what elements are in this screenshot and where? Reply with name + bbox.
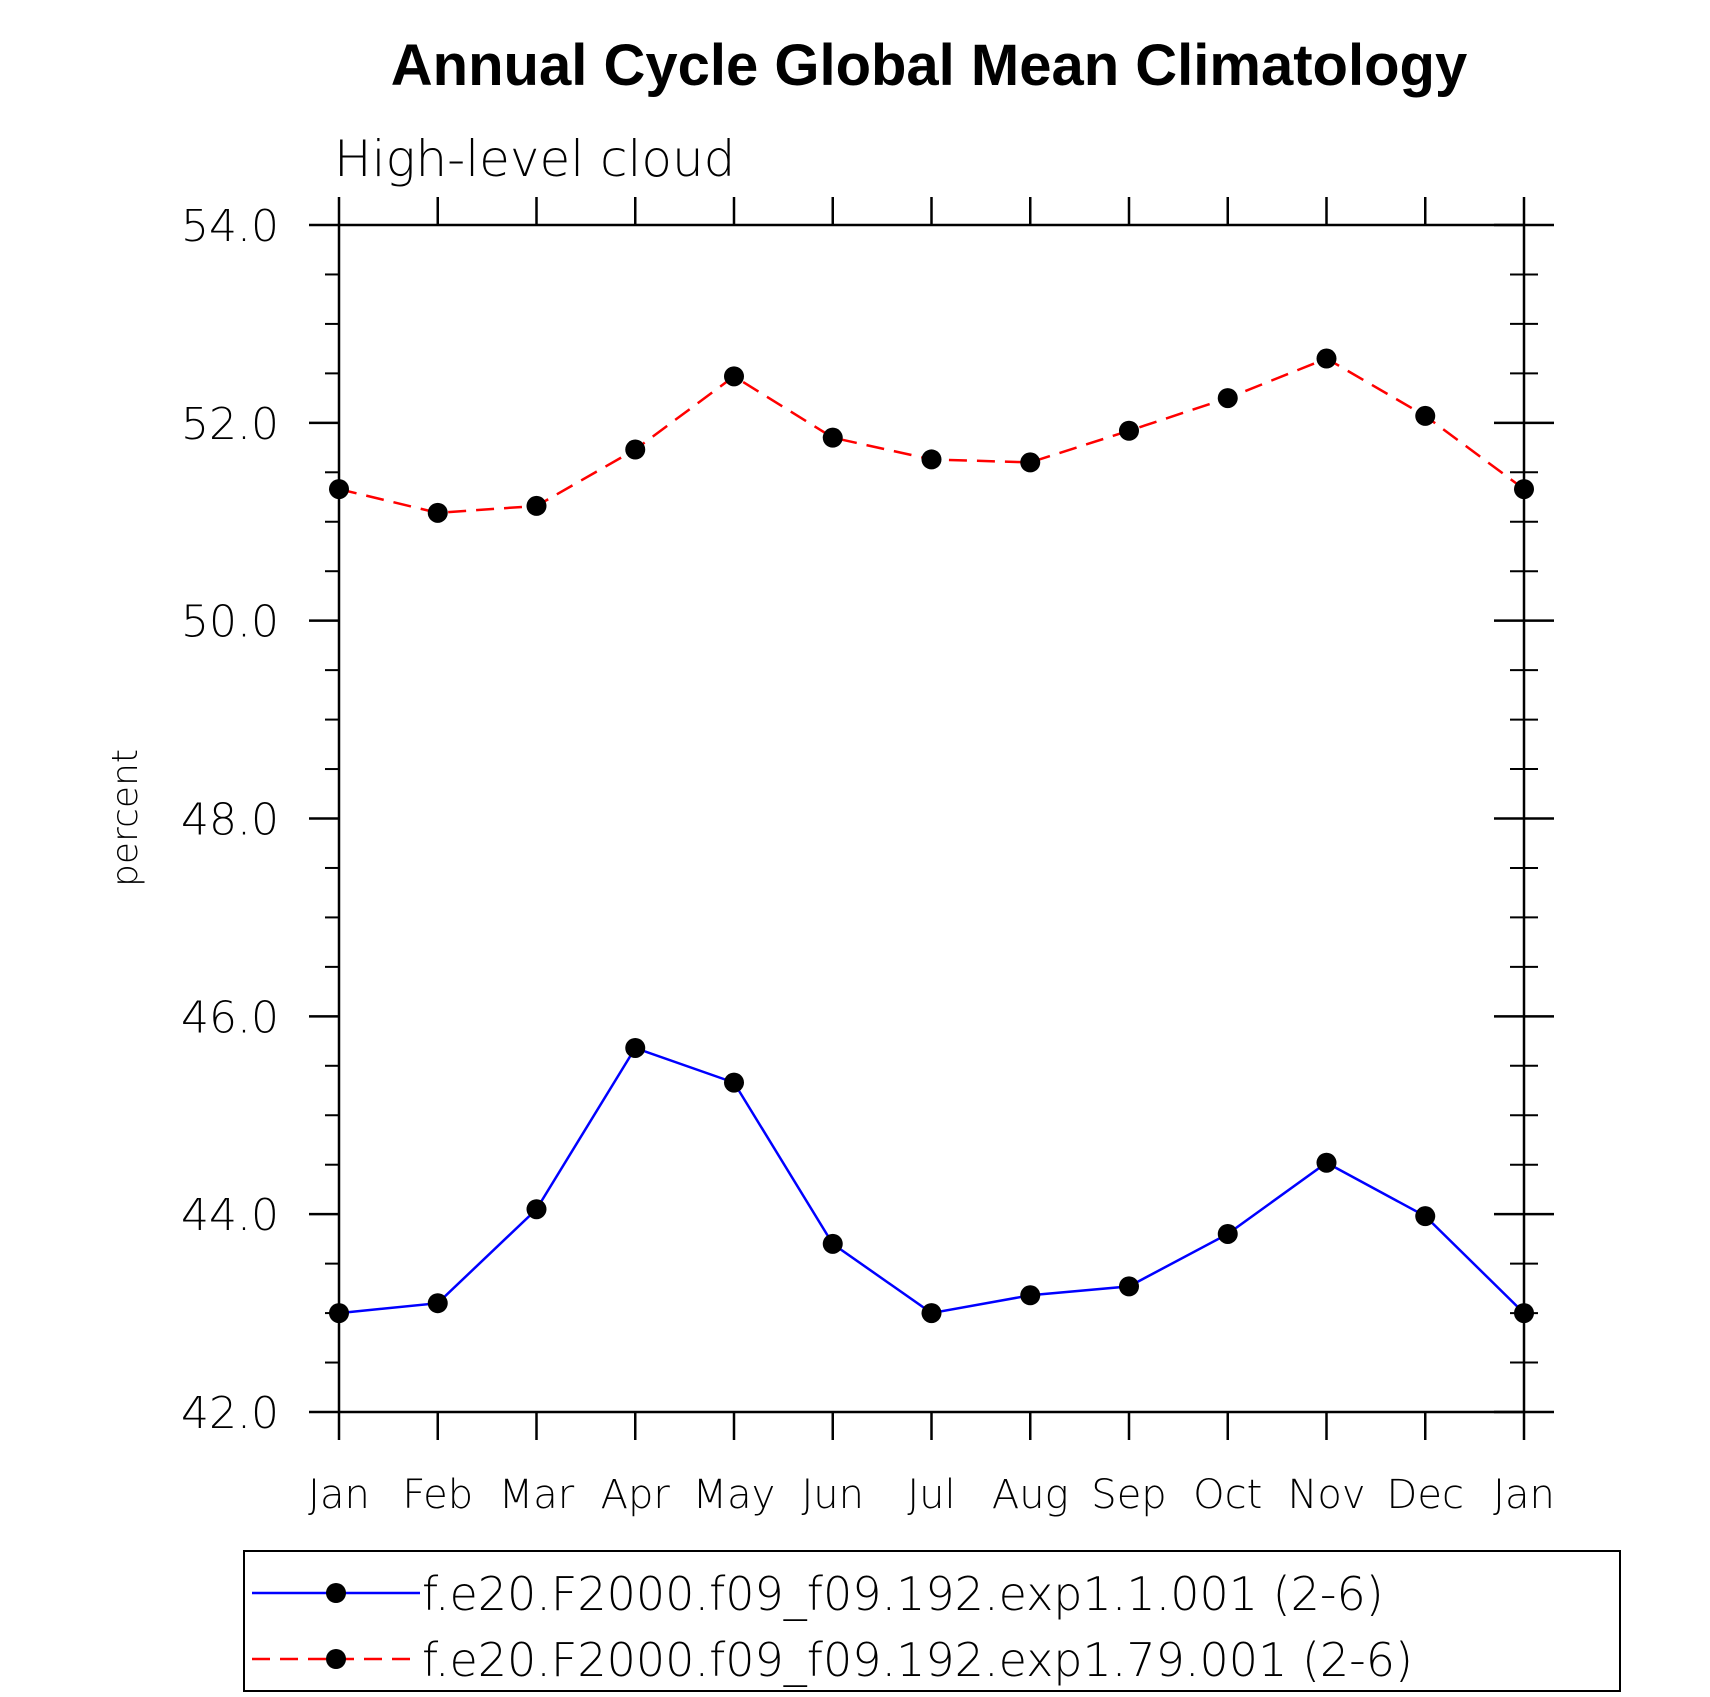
data-point xyxy=(625,439,646,460)
data-point xyxy=(1514,479,1534,500)
x-tick-label: Sep xyxy=(1091,1472,1166,1518)
data-point xyxy=(526,495,547,516)
data-point xyxy=(822,1233,843,1254)
data-point xyxy=(625,1037,646,1058)
y-tick-label: 52.0 xyxy=(181,399,279,450)
data-point xyxy=(1415,1206,1436,1227)
data-point xyxy=(329,1303,349,1324)
y-tick-labels: 42.0 44.0 46.0 48.0 50.0 52.0 54.0 xyxy=(181,201,279,1439)
x-tick-label: Jun xyxy=(802,1472,865,1518)
data-point xyxy=(921,449,942,470)
y-tick-label: 48.0 xyxy=(181,795,279,846)
x-tick-label: Jan xyxy=(1493,1472,1555,1518)
data-point xyxy=(1316,348,1337,369)
legend-box xyxy=(243,1550,1621,1692)
data-point xyxy=(1217,1223,1238,1244)
y-tick-label: 44.0 xyxy=(181,1190,279,1241)
legend-marker xyxy=(326,1583,346,1603)
data-point xyxy=(1020,1285,1041,1306)
y-tick-label: 54.0 xyxy=(181,201,279,252)
data-point xyxy=(1119,1276,1139,1297)
x-tick-label: May xyxy=(693,1472,776,1518)
legend-marker xyxy=(326,1649,346,1669)
data-point xyxy=(526,1199,547,1220)
data-point xyxy=(1217,388,1238,409)
x-tick-label: Apr xyxy=(601,1472,671,1518)
x-tick-label: Dec xyxy=(1387,1472,1464,1518)
x-tick-label: Jul xyxy=(907,1472,955,1518)
x-tick-label: Feb xyxy=(402,1472,473,1518)
data-point xyxy=(724,1072,744,1093)
data-point xyxy=(329,479,349,500)
legend: f.e20.F2000.f09_f09.192.exp1.1.001 (2-6)… xyxy=(252,1567,1413,1687)
legend-label: f.e20.F2000.f09_f09.192.exp1.79.001 (2-6… xyxy=(422,1633,1413,1687)
x-tick-label: Oct xyxy=(1193,1472,1262,1518)
data-point xyxy=(921,1303,942,1324)
data-point xyxy=(427,1293,448,1314)
data-point xyxy=(1119,420,1139,441)
data-point xyxy=(427,502,448,523)
series-line-1 xyxy=(338,1046,1525,1315)
x-tick-label: Nov xyxy=(1287,1472,1365,1518)
y-tick-label: 42.0 xyxy=(181,1388,279,1439)
chart-title: Annual Cycle Global Mean Climatology xyxy=(391,33,1467,98)
legend-label: f.e20.F2000.f09_f09.192.exp1.1.001 (2-6) xyxy=(422,1567,1384,1621)
x-tick-label: Jan xyxy=(308,1472,370,1518)
x-tick-label: Mar xyxy=(499,1472,575,1518)
y-axis-label: percent xyxy=(105,749,146,887)
axis-ticks xyxy=(309,197,1554,1440)
y-tick-label: 50.0 xyxy=(181,597,279,648)
data-point xyxy=(1020,452,1041,473)
x-tick-labels: Jan Feb Mar Apr May Jun Jul Aug Sep Oct Nov Dec Jan xyxy=(308,1472,1555,1518)
chart-subtitle: High-level cloud xyxy=(334,130,735,188)
series-line-2 xyxy=(338,357,1525,515)
data-point xyxy=(1415,405,1436,426)
data-point xyxy=(822,427,843,448)
data-point xyxy=(1316,1152,1337,1173)
x-tick-label: Aug xyxy=(992,1472,1069,1518)
plot-frame xyxy=(337,223,1526,1414)
series-group xyxy=(329,348,1534,1324)
data-point xyxy=(1514,1303,1534,1324)
data-point xyxy=(724,366,744,387)
y-tick-label: 46.0 xyxy=(181,992,279,1043)
